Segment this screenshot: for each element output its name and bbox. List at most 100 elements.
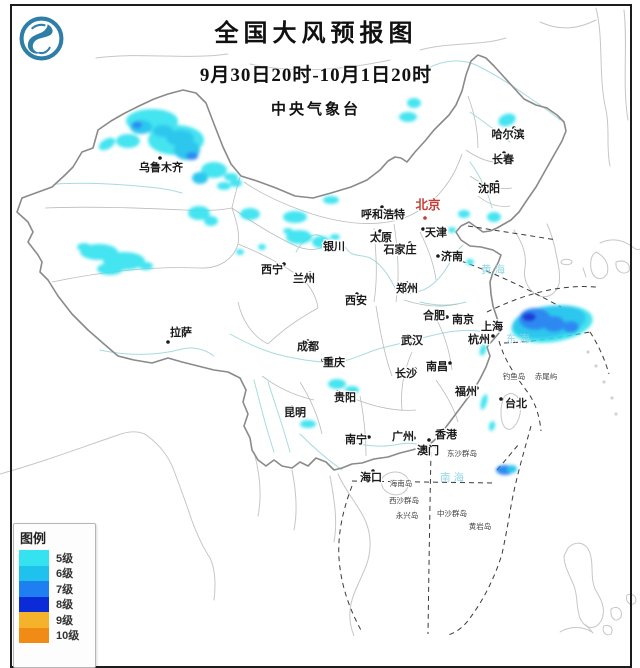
city-label: 台北 [505, 396, 527, 410]
wind-patch-level-5 [286, 230, 312, 244]
wind-patch-level-5 [487, 212, 501, 222]
city-dot [491, 334, 495, 338]
city-label: 南京 [452, 312, 474, 326]
wind-patch-level-5 [236, 249, 244, 255]
legend-color-swatch [19, 596, 49, 612]
city-dot [367, 435, 371, 439]
legend-item-label: 5级 [56, 552, 74, 565]
city-dot [336, 390, 340, 394]
city-label: 成都 [297, 339, 319, 353]
rivers-layer [55, 60, 561, 471]
city-dot [499, 397, 503, 401]
city-label: 郑州 [396, 281, 418, 295]
city-dot [421, 227, 425, 231]
city-label-capital: 北京 [415, 197, 441, 212]
city-dot [380, 205, 384, 209]
city-label: 济南 [441, 249, 463, 263]
city-label: 西宁 [261, 262, 283, 276]
wind-patch-level-8 [522, 312, 536, 322]
wind-patch-level-7 [543, 316, 565, 332]
legend-item-label: 8级 [56, 599, 74, 612]
wind-patch-level-5 [458, 210, 470, 218]
wind-patch-level-5 [323, 196, 339, 204]
city-dot [166, 340, 170, 344]
legend-color-swatch [19, 581, 49, 597]
foreign-coastlines [0, 7, 640, 636]
city-label: 长沙 [395, 366, 417, 380]
city-dot [423, 216, 427, 220]
city-dot [502, 151, 506, 155]
legend-item: 8级 [19, 596, 95, 612]
city-label: 贵阳 [334, 390, 356, 404]
cma-logo-icon [18, 15, 65, 62]
wind-patch-level-6 [192, 172, 208, 184]
city-dot [321, 358, 325, 362]
wind-patch-level-5 [407, 98, 421, 108]
province-borders [44, 95, 513, 457]
island-label: 钓鱼岛 [503, 371, 526, 381]
island-label: 赤尾屿 [535, 372, 558, 381]
city-label: 重庆 [323, 355, 345, 369]
legend-item-label: 6级 [56, 568, 74, 581]
wind-patch-level-5 [201, 162, 227, 178]
wind-patch-level-5 [330, 234, 340, 240]
city-dot [435, 445, 439, 449]
sea-label: 南 海 [440, 471, 464, 484]
legend-rows: 5级 6级 7级 8级 9级 10级 [19, 550, 95, 643]
legend-item: 6级 [19, 565, 95, 581]
city-dot [282, 262, 286, 266]
city-label: 银川 [323, 239, 345, 253]
city-label: 南宁 [345, 432, 367, 446]
city-label: 拉萨 [170, 325, 192, 339]
city-label: 武汉 [401, 333, 424, 347]
sea-label: 东 海 [506, 332, 530, 345]
city-dot [290, 405, 294, 409]
wind-patch-level-5 [448, 227, 456, 233]
legend-color-swatch [19, 565, 49, 581]
city-label: 杭州 [468, 332, 490, 346]
wind-patch-level-6 [507, 465, 517, 473]
city-label: 合肥 [423, 308, 445, 322]
china-national-border [16, 54, 567, 471]
city-label: 海口 [360, 470, 382, 484]
wind-patch-level-5 [488, 421, 496, 431]
city-dot [371, 469, 375, 473]
city-dot [306, 339, 310, 343]
wind-area-layer [77, 98, 593, 475]
city-label: 兰州 [293, 271, 315, 285]
wind-patch-level-5 [312, 236, 330, 248]
legend-color-swatch [19, 627, 49, 643]
city-label: 昆明 [284, 406, 306, 419]
city-dot [427, 438, 431, 442]
legend-color-swatch [19, 612, 49, 628]
city-label: 澳门 [417, 443, 439, 457]
wind-patch-level-5 [328, 379, 346, 389]
city-label: 香港 [434, 427, 458, 441]
wind-patch-level-5 [139, 262, 153, 270]
city-dot [467, 313, 471, 317]
city-dot [492, 320, 496, 324]
island-label: 黄岩岛 [469, 521, 492, 531]
city-dot [495, 180, 499, 184]
city-dot [158, 156, 162, 160]
legend-item: 10级 [19, 627, 95, 643]
city-label: 西安 [345, 293, 367, 307]
legend-item-label: 10级 [56, 630, 80, 643]
legend-item-label: 9级 [56, 614, 74, 627]
city-dot [419, 335, 423, 339]
city-label: 太原 [369, 230, 392, 244]
wind-patch-level-5 [116, 134, 140, 148]
wind-patch-level-5 [204, 216, 218, 226]
wind-patch-level-5 [345, 386, 359, 394]
city-label: 长春 [492, 152, 515, 166]
city-label: 天津 [425, 225, 447, 239]
wind-patch-level-5 [300, 420, 316, 428]
wind-patch-level-5 [98, 137, 116, 151]
island-label: 中沙群岛 [437, 508, 467, 518]
wind-patch-level-5 [258, 244, 266, 250]
city-label: 呼和浩特 [361, 207, 405, 221]
city-dot [308, 271, 312, 275]
island-label: 西沙群岛 [389, 495, 419, 505]
